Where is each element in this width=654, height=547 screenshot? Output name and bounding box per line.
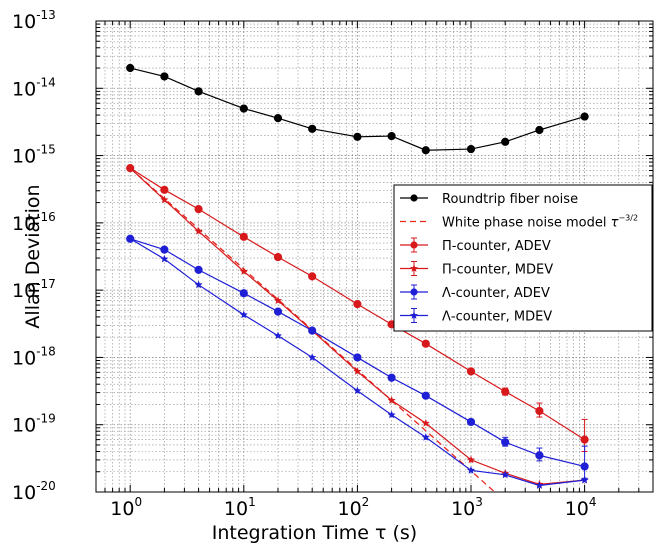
- plot-frame: [95, 20, 654, 493]
- data-point: [387, 410, 396, 419]
- data-point: [273, 307, 283, 316]
- legend-marker: [410, 241, 418, 249]
- data-point: [501, 438, 510, 447]
- x-tick-label: 102: [337, 495, 369, 520]
- data-point: [274, 296, 282, 304]
- y-tick-label: 10-20: [12, 479, 56, 504]
- data-point: [501, 387, 510, 396]
- series-5: [126, 234, 589, 489]
- x-tick-label: 100: [110, 495, 142, 520]
- y-tick-label: 10-15: [12, 143, 56, 168]
- legend-label: Roundtrip fiber noise: [442, 192, 578, 207]
- data-point: [239, 289, 248, 298]
- legend-item: Λ-counter, MDEV: [400, 308, 552, 325]
- data-point: [580, 112, 589, 121]
- data-point: [353, 132, 362, 141]
- data-point: [421, 391, 430, 400]
- legend-item: Roundtrip fiber noise: [400, 192, 578, 207]
- data-point: [308, 353, 317, 361]
- x-tick-label: 101: [224, 495, 256, 520]
- data-point: [194, 280, 203, 289]
- data-point: [308, 272, 317, 281]
- x-axis-label: Integration Time τ (s): [212, 522, 417, 544]
- data-point: [535, 481, 544, 489]
- data-point: [239, 310, 248, 319]
- data-point: [353, 300, 362, 309]
- legend-marker: [410, 194, 418, 202]
- data-point: [126, 234, 135, 243]
- data-point: [421, 433, 430, 441]
- legend-item: Π-counter, MDEV: [400, 261, 553, 278]
- data-point: [580, 475, 589, 484]
- series-layer: [126, 63, 589, 492]
- data-point: [308, 326, 317, 335]
- legend-marker: [410, 288, 418, 296]
- legend-box: [393, 184, 653, 332]
- data-point: [194, 265, 203, 274]
- data-point: [160, 245, 169, 254]
- data-point: [466, 417, 476, 427]
- data-point: [466, 144, 476, 154]
- data-point: [467, 466, 475, 474]
- x-tick-label: 103: [451, 495, 483, 520]
- x-tick-labels: 100 101 102 103 104: [110, 495, 596, 520]
- data-point: [273, 114, 283, 123]
- legend-label: Π-counter, MDEV: [442, 263, 553, 278]
- data-point: [501, 470, 510, 479]
- legend-item: White phase noise model τ−3/2: [400, 214, 638, 231]
- data-point: [387, 396, 396, 404]
- data-point: [194, 227, 203, 235]
- legend-label: Λ-counter, MDEV: [442, 310, 552, 325]
- data-point: [308, 124, 317, 133]
- y-tick-label: 10-14: [12, 75, 56, 100]
- data-point: [466, 367, 476, 376]
- data-point: [126, 63, 135, 73]
- legend-item: Π-counter, ADEV: [400, 237, 551, 254]
- legend-item: Λ-counter, ADEV: [400, 284, 550, 301]
- series-0: [126, 63, 589, 155]
- data-point: [126, 163, 135, 172]
- data-point: [467, 455, 475, 464]
- data-point: [160, 195, 169, 204]
- y-tick-label: 10-16: [12, 210, 56, 235]
- legend-label: Π-counter, ADEV: [442, 239, 551, 254]
- legend-label: Λ-counter, ADEV: [442, 286, 550, 301]
- legend-marker: [410, 311, 418, 319]
- y-axis-label: Allan Deviation: [22, 184, 44, 328]
- data-point: [387, 131, 396, 141]
- data-point: [501, 137, 510, 146]
- data-point: [160, 254, 169, 263]
- legend: Roundtrip fiber noise White phase noise m…: [393, 184, 653, 332]
- data-point: [239, 267, 248, 275]
- y-tick-labels: 10-13 10-14 10-15 10-16 10-17 10-18 10-19 10-20: [12, 8, 56, 504]
- data-point: [421, 146, 430, 155]
- data-point: [353, 353, 362, 362]
- data-point: [353, 367, 362, 375]
- data-point: [160, 72, 169, 81]
- data-point: [353, 386, 362, 395]
- data-point: [194, 205, 203, 214]
- data-point: [535, 406, 544, 416]
- y-tick-label: 10-17: [12, 277, 56, 302]
- x-tick-label: 104: [565, 495, 597, 520]
- data-point: [580, 435, 589, 444]
- data-point: [421, 339, 430, 348]
- data-point: [274, 331, 282, 340]
- data-point: [535, 451, 544, 460]
- data-point: [160, 185, 169, 194]
- data-point: [580, 462, 589, 471]
- data-point: [194, 87, 203, 96]
- data-point: [535, 125, 544, 135]
- data-point: [387, 373, 396, 382]
- y-tick-label: 10-19: [12, 412, 56, 437]
- legend-marker: [410, 264, 418, 272]
- data-point: [239, 104, 248, 113]
- y-tick-label: 10-13: [12, 8, 56, 33]
- legend-label: White phase noise model τ−3/2: [442, 214, 638, 231]
- data-point: [273, 252, 283, 262]
- data-point: [421, 419, 430, 427]
- y-tick-label: 10-18: [12, 344, 56, 369]
- data-point: [239, 232, 248, 241]
